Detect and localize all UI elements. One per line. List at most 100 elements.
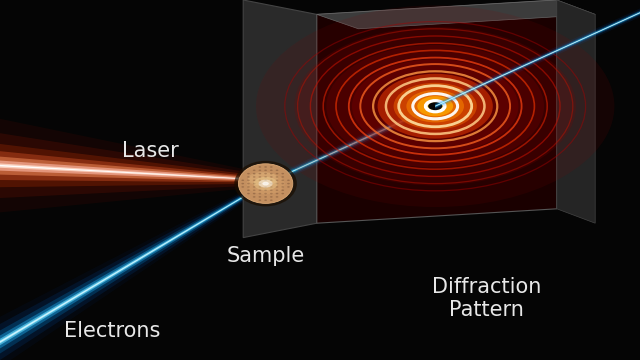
Polygon shape	[266, 102, 435, 186]
Ellipse shape	[253, 170, 255, 171]
Ellipse shape	[425, 100, 445, 112]
Ellipse shape	[270, 199, 273, 201]
Ellipse shape	[247, 176, 250, 178]
Ellipse shape	[378, 74, 493, 139]
Ellipse shape	[352, 59, 518, 153]
Ellipse shape	[253, 196, 255, 198]
Polygon shape	[266, 105, 435, 184]
Ellipse shape	[264, 196, 267, 198]
Ellipse shape	[397, 85, 474, 128]
Ellipse shape	[394, 83, 477, 130]
Ellipse shape	[234, 161, 297, 206]
Ellipse shape	[259, 186, 261, 188]
Ellipse shape	[270, 176, 273, 178]
Ellipse shape	[294, 27, 576, 185]
Ellipse shape	[253, 176, 255, 178]
Ellipse shape	[259, 173, 261, 174]
Ellipse shape	[276, 170, 278, 171]
Ellipse shape	[253, 177, 278, 190]
Ellipse shape	[264, 170, 267, 171]
Ellipse shape	[253, 186, 255, 188]
Text: Electrons: Electrons	[64, 321, 160, 341]
Polygon shape	[435, 12, 640, 107]
Polygon shape	[317, 0, 595, 29]
Ellipse shape	[270, 173, 273, 174]
Ellipse shape	[259, 199, 261, 201]
Ellipse shape	[259, 170, 261, 171]
Ellipse shape	[253, 173, 255, 174]
Ellipse shape	[253, 193, 255, 194]
Polygon shape	[435, 10, 640, 109]
Ellipse shape	[259, 176, 261, 178]
Polygon shape	[0, 180, 266, 360]
Ellipse shape	[270, 193, 273, 194]
Ellipse shape	[282, 193, 284, 194]
Ellipse shape	[276, 196, 278, 198]
Polygon shape	[0, 133, 266, 198]
Ellipse shape	[410, 92, 461, 121]
Ellipse shape	[270, 189, 273, 191]
Ellipse shape	[259, 180, 261, 181]
Text: Diffraction
Pattern: Diffraction Pattern	[432, 277, 541, 320]
Ellipse shape	[264, 199, 267, 201]
Ellipse shape	[406, 90, 464, 122]
Ellipse shape	[287, 183, 290, 184]
Ellipse shape	[259, 183, 261, 184]
Ellipse shape	[270, 180, 273, 181]
Ellipse shape	[276, 173, 278, 174]
Ellipse shape	[270, 183, 273, 184]
Polygon shape	[0, 165, 266, 180]
Polygon shape	[0, 181, 266, 354]
Polygon shape	[435, 8, 640, 111]
Ellipse shape	[253, 180, 255, 181]
Polygon shape	[0, 151, 266, 183]
Ellipse shape	[256, 5, 614, 207]
Ellipse shape	[247, 193, 250, 194]
Ellipse shape	[417, 96, 453, 116]
Ellipse shape	[253, 183, 255, 184]
Polygon shape	[0, 183, 266, 343]
Ellipse shape	[270, 166, 273, 168]
Ellipse shape	[259, 180, 273, 188]
Polygon shape	[0, 184, 266, 342]
Ellipse shape	[264, 193, 267, 194]
Polygon shape	[0, 144, 266, 187]
Polygon shape	[243, 0, 317, 238]
Polygon shape	[0, 161, 266, 181]
Ellipse shape	[247, 186, 250, 188]
Ellipse shape	[282, 183, 284, 184]
Polygon shape	[0, 119, 266, 212]
Ellipse shape	[241, 186, 244, 188]
Ellipse shape	[287, 186, 290, 188]
Polygon shape	[0, 182, 266, 348]
Ellipse shape	[276, 189, 278, 191]
Polygon shape	[435, 13, 640, 107]
Ellipse shape	[247, 189, 250, 191]
Ellipse shape	[276, 193, 278, 194]
Polygon shape	[435, 11, 640, 108]
Polygon shape	[266, 104, 435, 185]
Ellipse shape	[270, 186, 273, 188]
Ellipse shape	[282, 173, 284, 174]
Ellipse shape	[238, 164, 292, 203]
Ellipse shape	[259, 189, 261, 191]
Ellipse shape	[264, 189, 267, 191]
Ellipse shape	[276, 186, 278, 188]
Ellipse shape	[248, 172, 278, 186]
Ellipse shape	[241, 183, 244, 184]
Ellipse shape	[259, 193, 261, 194]
Ellipse shape	[247, 180, 250, 181]
Ellipse shape	[241, 180, 244, 181]
Ellipse shape	[430, 103, 440, 109]
Ellipse shape	[246, 173, 285, 194]
Ellipse shape	[282, 176, 284, 178]
Ellipse shape	[270, 170, 273, 171]
Ellipse shape	[282, 186, 284, 188]
Ellipse shape	[378, 74, 493, 139]
Polygon shape	[0, 157, 266, 182]
Ellipse shape	[276, 180, 278, 181]
Ellipse shape	[264, 180, 267, 181]
Ellipse shape	[428, 102, 442, 110]
Ellipse shape	[264, 166, 267, 168]
Ellipse shape	[276, 183, 278, 184]
